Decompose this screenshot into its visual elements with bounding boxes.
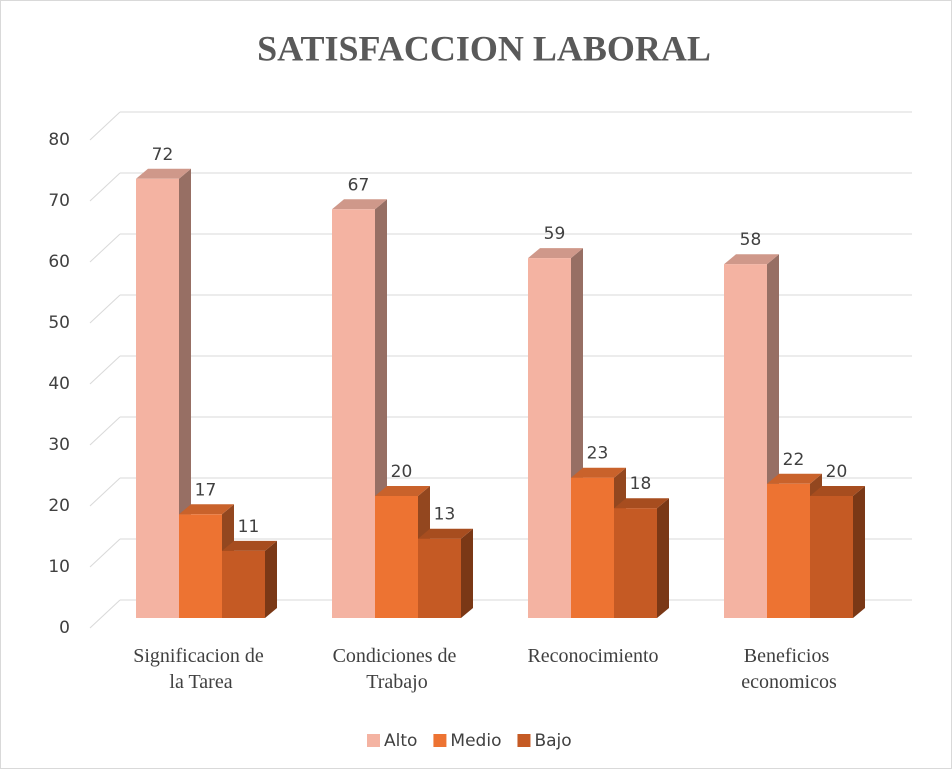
x-tick-line: Reconocimiento — [527, 645, 658, 667]
bar-top — [332, 199, 387, 210]
bar-front — [375, 496, 418, 618]
bar-top — [136, 168, 191, 179]
y-tick-label: 40 — [48, 374, 70, 394]
bar-front — [767, 483, 810, 618]
x-tick-line: Trabajo — [366, 671, 427, 693]
x-tick-line: Condiciones de — [333, 645, 462, 667]
legend-label: Medio — [450, 731, 501, 751]
bar-front — [810, 496, 853, 618]
y-tick-label: 0 — [59, 618, 70, 638]
data-label: 59 — [544, 224, 566, 244]
bar-top — [528, 248, 583, 259]
grid-line — [89, 294, 121, 324]
data-label: 11 — [238, 517, 260, 537]
bar-top — [571, 467, 626, 478]
bar-front — [179, 514, 222, 618]
bar — [418, 528, 473, 618]
bar — [614, 498, 669, 618]
bar-front — [136, 178, 179, 619]
y-tick-label: 50 — [48, 313, 70, 333]
bar-side — [461, 528, 473, 618]
bar — [810, 486, 865, 618]
bar — [222, 540, 277, 618]
grid-line — [89, 538, 121, 568]
x-tick-label: Significacion de la Tarea — [133, 645, 269, 693]
x-tick-line: la Tarea — [169, 671, 232, 693]
grid-line — [89, 111, 121, 141]
x-tick-label: Condiciones de Trabajo — [333, 645, 462, 693]
data-label: 72 — [152, 145, 174, 165]
bar-side — [657, 498, 669, 618]
bar-top — [767, 473, 822, 484]
bar-side — [853, 486, 865, 618]
grid-line — [89, 172, 121, 202]
bar-top — [810, 486, 865, 496]
bar-front — [222, 550, 265, 618]
bar-front — [332, 209, 375, 619]
bar-top — [375, 486, 430, 496]
legend-label: Bajo — [534, 731, 571, 751]
data-label: 22 — [783, 450, 805, 470]
grid-line — [89, 477, 121, 507]
data-label: 20 — [826, 462, 848, 482]
x-tick-line: economicos — [741, 671, 837, 693]
data-label: 58 — [740, 230, 762, 250]
grid-line — [89, 599, 121, 629]
bar-top — [724, 254, 779, 265]
bar-front — [724, 264, 767, 618]
bar-front — [528, 258, 571, 618]
y-tick-label: 10 — [48, 557, 70, 577]
data-label: 20 — [391, 462, 413, 482]
bar-top — [179, 504, 234, 515]
y-tick-label: 60 — [48, 252, 70, 272]
bar-side — [265, 540, 277, 618]
x-tick-label: Reconocimiento — [527, 645, 658, 667]
bar-top — [418, 528, 473, 539]
data-label: 18 — [630, 474, 652, 494]
bar-top — [614, 498, 669, 509]
x-tick-label: Beneficios economicos — [741, 645, 837, 693]
y-tick-label: 20 — [48, 496, 70, 516]
y-tick-label: 80 — [48, 130, 70, 150]
legend-swatch — [517, 734, 531, 747]
legend-swatch — [367, 734, 380, 747]
grid-line — [89, 416, 121, 446]
bar-front — [418, 538, 461, 618]
chart-title: SATISFACCION LABORAL — [257, 28, 711, 68]
y-tick-label: 30 — [48, 435, 70, 455]
y-tick-label: 70 — [48, 191, 70, 211]
x-tick-line: Significacion de — [133, 645, 269, 667]
legend-label: Alto — [384, 731, 417, 751]
data-label: 17 — [195, 480, 217, 500]
bar — [136, 168, 191, 619]
data-label: 67 — [348, 175, 370, 195]
grid-line — [89, 355, 121, 385]
bar-top — [222, 540, 277, 551]
bar-side — [179, 168, 191, 619]
bar-front — [571, 477, 614, 618]
legend-swatch — [433, 734, 447, 747]
data-label: 23 — [587, 444, 609, 464]
grid-line — [89, 233, 121, 263]
x-tick-line: Beneficios — [744, 645, 835, 667]
data-label: 13 — [434, 505, 456, 525]
bar-front — [614, 508, 657, 618]
